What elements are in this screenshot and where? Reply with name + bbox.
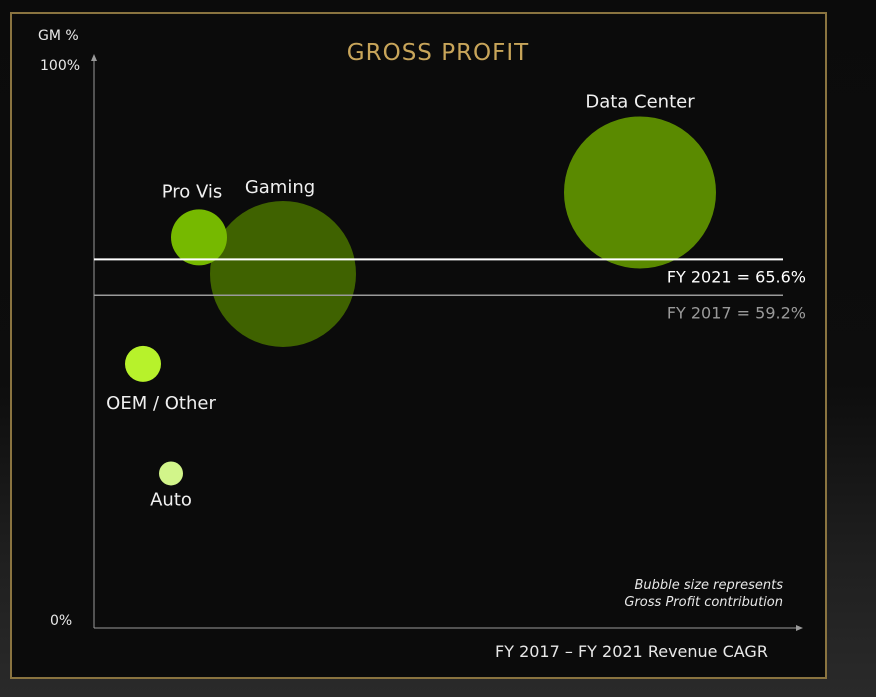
x-axis-arrow [796, 625, 803, 631]
bubble-gaming [210, 200, 356, 347]
bubble-auto [159, 461, 183, 486]
reference-label-fy2021: FY 2021 = 65.6% [667, 267, 806, 286]
y-axis-arrow [91, 54, 97, 61]
bubble-label-pro-vis: Pro Vis [162, 181, 223, 202]
chart-title: GROSS PROFIT [346, 40, 530, 66]
x-axis-label: FY 2017 – FY 2021 Revenue CAGR [495, 642, 768, 661]
chart-frame [10, 12, 827, 679]
bubble-label-gaming: Gaming [245, 177, 315, 198]
y-axis-label: GM % [38, 28, 79, 44]
y-tick-bottom: 0% [50, 613, 72, 629]
bubble-label-auto: Auto [150, 489, 192, 510]
bubble-data-center [564, 116, 716, 269]
note-line-1: Bubble size represents [634, 578, 783, 593]
bubble-size-note: Bubble size represents Gross Profit cont… [624, 577, 783, 611]
reference-label-fy2017: FY 2017 = 59.2% [667, 303, 806, 322]
y-tick-top: 100% [40, 58, 80, 74]
bubble-oem-other [125, 345, 161, 382]
bubble-label-data-center: Data Center [585, 91, 695, 112]
bubble-label-oem-other: OEM / Other [106, 393, 216, 414]
note-line-2: Gross Profit contribution [624, 595, 783, 610]
bubble-pro-vis [171, 209, 227, 266]
